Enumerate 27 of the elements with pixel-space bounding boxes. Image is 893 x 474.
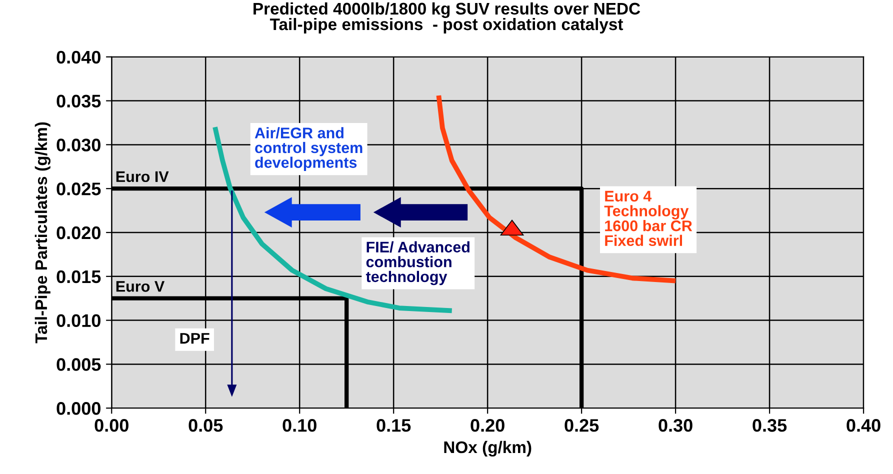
annotation: Air/EGR and control system developments <box>254 127 362 171</box>
series-label: Euro IV <box>116 171 169 182</box>
x-tick-label: 0.10 <box>282 419 316 432</box>
x-tick-label: 0.25 <box>564 419 599 432</box>
x-tick-label: 0.00 <box>94 419 128 432</box>
x-tick-label: 0.15 <box>376 419 411 432</box>
x-tick-label: 0.05 <box>188 419 223 432</box>
y-tick-label: 0.025 <box>56 182 101 196</box>
y-tick-label: 0.000 <box>56 402 100 415</box>
annotation: Euro 4 Technology 1600 bar CR Fixed swirl <box>604 190 692 246</box>
x-tick-label: 0.40 <box>846 419 880 432</box>
y-tick-label: 0.035 <box>56 94 101 108</box>
y-axis-title: Tail-Pipe Particulates (g/km) <box>34 122 50 344</box>
y-tick-label: 0.040 <box>56 50 100 64</box>
series-label: Euro V <box>116 281 165 292</box>
annotation: FIE/ Advanced combustion technology <box>366 241 470 286</box>
y-tick-label: 0.005 <box>56 358 101 371</box>
y-tick-label: 0.030 <box>56 138 100 152</box>
x-tick-label: 0.35 <box>752 419 787 432</box>
x-tick-label: 0.20 <box>470 419 504 432</box>
x-axis-title: NOx (g/km) <box>444 440 532 457</box>
annotation: DPF <box>180 333 210 344</box>
y-tick-label: 0.020 <box>56 226 100 240</box>
y-tick-label: 0.015 <box>56 270 101 284</box>
x-tick-label: 0.30 <box>658 419 692 432</box>
y-tick-label: 0.010 <box>56 314 100 328</box>
chart-title: Predicted 4000lb/1800 kg SUV results over NEDC Tail-pipe emissions - post oxidation catalyst <box>254 2 640 34</box>
